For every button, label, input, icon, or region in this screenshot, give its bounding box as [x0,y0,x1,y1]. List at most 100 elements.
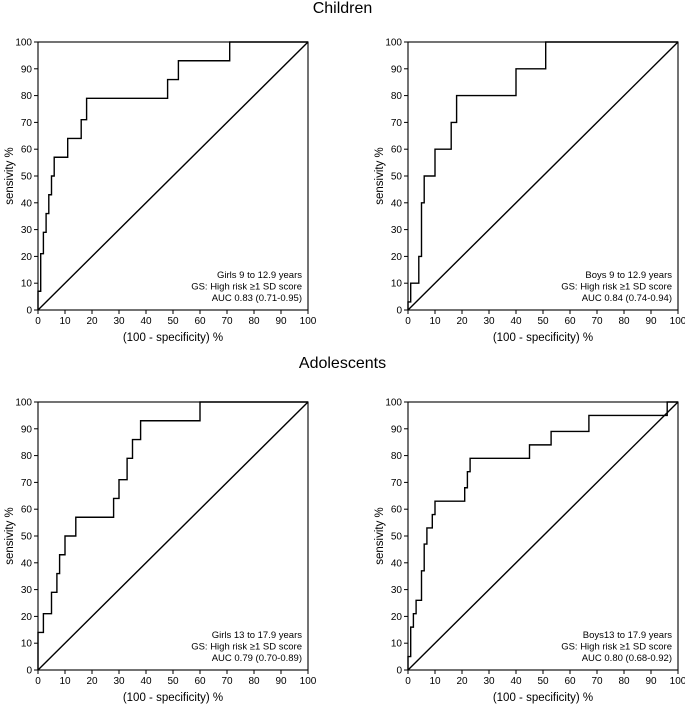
y-tick-label: 20 [21,612,33,623]
y-tick-label: 90 [391,424,403,435]
y-axis-label: sensivity % [4,147,16,205]
y-tick-label: 80 [391,451,403,462]
x-tick-label: 10 [429,316,441,327]
x-tick-label: 70 [591,676,603,687]
x-tick-label: 30 [113,676,125,687]
y-tick-label: 60 [391,145,403,156]
x-tick-label: 100 [300,316,317,327]
annotation-line: Girls 13 to 17.9 years [212,630,303,641]
x-tick-label: 30 [483,676,495,687]
y-tick-label: 50 [391,172,403,183]
x-tick-label: 40 [140,676,152,687]
x-tick-label: 20 [456,316,468,327]
y-tick-label: 50 [21,532,33,543]
x-tick-label: 100 [300,676,317,687]
x-tick-label: 10 [59,676,71,687]
y-tick-label: 30 [391,225,403,236]
x-axis-label: (100 - specificity) % [123,332,223,344]
annotation-line: Boys 9 to 12.9 years [585,270,672,281]
section-title-adolescents: Adolescents [298,355,387,372]
x-tick-label: 70 [591,316,603,327]
y-tick-label: 40 [391,198,403,209]
y-tick-label: 70 [21,118,33,129]
y-tick-label: 80 [391,91,403,102]
x-tick-label: 50 [167,676,179,687]
y-tick-label: 60 [21,145,33,156]
x-tick-label: 100 [670,676,685,687]
roc-curve-line [407,41,678,310]
y-tick-label: 30 [21,225,33,236]
x-tick-label: 40 [510,676,522,687]
y-tick-label: 60 [21,505,33,516]
y-tick-label: 70 [391,118,403,129]
annotation-line: GS: High risk ≥1 SD score [561,282,672,293]
y-tick-label: 30 [391,585,403,596]
roc-curve-line [407,401,678,670]
y-tick-label: 10 [21,279,33,290]
y-tick-label: 70 [21,478,33,489]
x-tick-label: 80 [618,676,630,687]
x-tick-label: 90 [275,676,287,687]
annotation-line: GS: High risk ≥1 SD score [561,642,672,653]
reference-diagonal-line [37,401,309,671]
y-tick-label: 40 [21,198,33,209]
annotation-line: AUC 0.79 (0.70-0.89) [212,653,302,664]
x-axis-label: (100 - specificity) % [493,692,593,704]
x-tick-label: 20 [86,316,98,327]
y-tick-label: 10 [391,279,403,290]
x-tick-label: 40 [510,316,522,327]
section-title-children: Children [312,0,373,17]
annotation-line: GS: High risk ≥1 SD score [191,282,302,293]
x-tick-label: 80 [248,676,260,687]
y-tick-label: 50 [391,532,403,543]
x-tick-label: 100 [670,316,685,327]
x-tick-label: 70 [221,676,233,687]
y-axis-label: sensivity % [4,507,16,565]
y-tick-label: 80 [21,451,33,462]
annotation-line: AUC 0.80 (0.68-0.92) [582,653,672,664]
y-axis-label: sensivity % [374,147,386,205]
x-tick-label: 60 [194,316,206,327]
x-tick-label: 30 [113,316,125,327]
y-tick-label: 20 [391,612,403,623]
y-tick-label: 0 [26,306,32,317]
y-tick-label: 70 [391,478,403,489]
x-tick-label: 30 [483,316,495,327]
y-tick-label: 20 [391,252,403,263]
x-tick-label: 60 [194,676,206,687]
x-tick-label: 0 [405,676,411,687]
y-tick-label: 100 [385,38,402,49]
x-tick-label: 90 [645,676,657,687]
x-tick-label: 60 [564,316,576,327]
reference-diagonal-line [407,41,679,311]
annotation-line: AUC 0.84 (0.74-0.94) [582,293,672,304]
roc-curve-line [37,41,308,310]
x-tick-label: 50 [537,676,549,687]
y-tick-label: 50 [21,172,33,183]
x-tick-label: 20 [86,676,98,687]
y-tick-label: 0 [26,666,32,677]
x-tick-label: 50 [167,316,179,327]
y-tick-label: 60 [391,505,403,516]
x-tick-label: 90 [275,316,287,327]
annotation-line: Girls 9 to 12.9 years [217,270,302,281]
annotation-line: Boys13 to 17.9 years [583,630,672,641]
reference-diagonal-line [37,41,309,311]
x-tick-label: 10 [429,676,441,687]
y-tick-label: 0 [396,306,402,317]
y-tick-label: 90 [21,424,33,435]
x-tick-label: 0 [405,316,411,327]
y-tick-label: 100 [385,398,402,409]
x-tick-label: 80 [248,316,260,327]
x-tick-label: 50 [537,316,549,327]
y-tick-label: 40 [391,558,403,569]
y-tick-label: 90 [391,64,403,75]
y-tick-label: 80 [21,91,33,102]
roc-chart-boys-adolescents: 0 10 20 30 40 50 60 70 80 90 100 0 10 20 30 40 50 60 70 80 9… [374,398,685,705]
x-tick-label: 40 [140,316,152,327]
x-tick-label: 10 [59,316,71,327]
x-tick-label: 0 [35,676,41,687]
y-tick-label: 40 [21,558,33,569]
y-tick-label: 100 [15,398,32,409]
y-tick-label: 30 [21,585,33,596]
